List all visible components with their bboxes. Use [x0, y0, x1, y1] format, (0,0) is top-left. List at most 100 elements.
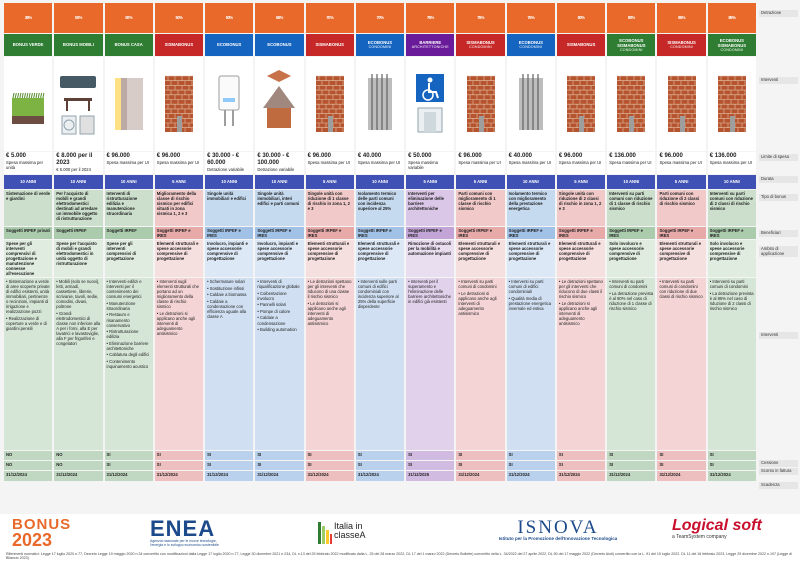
- credit-transfer: SI: [556, 451, 606, 461]
- spending-limit: € 30.000 - € 60.000 Detrazione variabile: [205, 152, 254, 174]
- bonus-name: ECOBONUS: [217, 42, 242, 48]
- row-label: Beneficiari: [759, 230, 798, 237]
- limit-amount: € 136.000: [609, 153, 636, 159]
- bonus-table: 36% 50% 50% 50% 50% 65% 70% 70% 75% 75% 75% 80% 80% 8…: [2, 2, 798, 514]
- deduction-percent: 75%: [456, 3, 505, 33]
- pictogram-cell: [255, 57, 304, 151]
- bonus-type: Isolamento termico con miglioramento del…: [506, 190, 555, 226]
- intervention-item: Grandi elettrodomestici di classe non in…: [56, 311, 100, 346]
- pictogram-cell: [556, 57, 606, 151]
- spending-limit: € 96.000 Spesa massima per UI: [556, 152, 606, 174]
- pictogram-cell: [154, 57, 204, 151]
- beneficiaries: Soggetti IRPEF e IRES: [456, 227, 505, 240]
- interventions-list: Interventi sugli elementi strutturali ch…: [154, 278, 204, 451]
- expiry-date: 31/12/2024: [355, 471, 405, 482]
- invoice-discount: SI: [104, 461, 153, 471]
- intervention-item: Interventi su parti comuni di edifici co…: [509, 279, 553, 294]
- bonus-word: BONUS: [12, 516, 72, 533]
- bonus-name: BARRIERE: [419, 40, 442, 46]
- deduction-percent: 65%: [255, 3, 304, 33]
- scope: Elementi strutturali e spese accessorie …: [154, 240, 204, 278]
- limit-note: Spesa massima per UI: [558, 160, 602, 166]
- footer: BONUS 2023 ENEA Agenzia nazionale per le…: [0, 514, 800, 569]
- invoice-discount: SI: [607, 461, 656, 471]
- italia-in-classe-a-logo: Italia in classeA: [318, 521, 366, 549]
- bonus-subtitle: CONDOMINI: [720, 47, 744, 52]
- interventions-list: Interventi per il superamento e l'elimin…: [406, 278, 455, 451]
- intervention-item: Qualità media di prestazione energetica …: [509, 296, 553, 311]
- scope: Elementi strutturali e spese accessorie …: [657, 240, 706, 278]
- credit-transfer: SI: [657, 451, 706, 461]
- expiry-date: 31/12/2024: [104, 471, 153, 482]
- interventions-list: Interventi di riqualificazione globale Co…: [255, 278, 304, 451]
- interventions-list: Interventi su parti comuni di edifici co…: [506, 278, 555, 451]
- intervention-item: Eliminazione barriere architettoniche: [107, 341, 151, 351]
- limit-note: Spesa massima per unità: [6, 160, 44, 171]
- intervention-item: Interventi sugli elementi strutturali ch…: [157, 279, 201, 309]
- beneficiaries: Soggetti IRPEF privati: [4, 227, 53, 240]
- bonus-name: SISMABONUS: [466, 40, 495, 46]
- duration-badge: 5 ANNI: [406, 175, 455, 189]
- interventions-list: Interventi edilizi e interventi per il c…: [104, 278, 153, 451]
- limit-amount: € 30.000 - € 60.000: [207, 153, 240, 167]
- intervention-item: Schermature solari: [207, 279, 251, 284]
- intervention-item: La detrazione prevista è al 85% nel caso…: [710, 291, 754, 311]
- bonus-name-cell: BARRIERE ARCHITETTONICHE: [406, 34, 455, 56]
- beneficiaries: Soggetti IRPEF e IRES: [556, 227, 606, 240]
- credit-transfer: SI: [506, 451, 555, 461]
- expiry-date: 31/12/2024: [154, 471, 204, 482]
- deduction-percent: 50%: [104, 3, 153, 33]
- beneficiaries: Soggetti IRPEF e IRES: [506, 227, 555, 240]
- credit-transfer: NO: [54, 451, 103, 461]
- limit-amount: € 96.000: [307, 153, 331, 159]
- pictogram-cell: [506, 57, 555, 151]
- bonus-name: SISMABONUS: [164, 42, 194, 48]
- scope: Elementi strutturali e spese accessorie …: [556, 240, 606, 278]
- spending-limit: € 40.000 Spesa massima per UI: [355, 152, 405, 174]
- pictogram-cell: [54, 57, 103, 151]
- scope: Elementi strutturali e spese accessorie …: [305, 240, 354, 278]
- pictogram-cell: [305, 57, 354, 151]
- intervention-item: Le detrazioni spettano per gli intervent…: [308, 279, 352, 299]
- spending-limit: € 96.000 Spesa massima per UI: [154, 152, 204, 174]
- bonus-name-cell: ECOBONUS SISMABONUS CONDOMINI: [607, 34, 656, 56]
- intervention-pictogram-icon: [60, 76, 97, 135]
- spending-limit: € 136.000 Spesa massima per UI: [707, 152, 756, 174]
- bonus-type: Interventi per eliminazione delle barrie…: [406, 190, 455, 226]
- bonus-name-cell: SISMABONUS: [305, 34, 354, 56]
- bonus-type: Parti comuni con miglioramento di 1 clas…: [456, 190, 505, 226]
- limit-amount: € 40.000: [357, 153, 382, 159]
- beneficiaries: Soggetti IRPEF e IRES: [255, 227, 304, 240]
- limit-amount: € 50.000: [408, 153, 432, 159]
- invoice-discount: SI: [255, 461, 304, 471]
- intervention-pictogram-icon: [416, 74, 445, 133]
- enea-logo: ENEA Agenzia nazionale per le nuove tecn…: [150, 518, 230, 548]
- interventions-list: Interventi su parti comuni di condomini L…: [607, 278, 656, 451]
- duration-badge: 10 ANNI: [607, 175, 656, 189]
- intervention-pictogram-icon: [617, 75, 646, 133]
- intervention-item: Interventi su parti comuni di condomini …: [659, 279, 703, 299]
- intervention-item: Le detrazioni si applicano anche agli in…: [458, 291, 502, 316]
- intervention-pictogram-icon: [717, 75, 746, 133]
- bonus-name-cell: ECOBONUS SISMABONUS CONDOMINI: [707, 34, 756, 56]
- credit-transfer: SI: [707, 451, 756, 461]
- bonus-name-cell: ECOBONUS: [205, 34, 254, 56]
- interventions-list: Interventi su parti comuni di condomini …: [657, 278, 706, 451]
- pictogram-cell: [205, 57, 254, 151]
- duration-badge: 10 ANNI: [355, 175, 405, 189]
- limit-amount: € 30.000 - € 100.000: [257, 153, 290, 167]
- row-label: Detrazione: [759, 10, 798, 17]
- invoice-discount: SI: [406, 461, 455, 471]
- expiry-date: 31/12/2024: [54, 471, 103, 482]
- duration-badge: 5 ANNI: [657, 175, 706, 189]
- duration-badge: 5 ANNI: [154, 175, 204, 189]
- spending-limit: € 50.000 Spesa massima variabile: [406, 152, 455, 174]
- pictogram-cell: [456, 57, 505, 151]
- italia-text: Italia in classeA: [334, 521, 366, 541]
- scope: Spese per gli interventi comprensivi di …: [104, 240, 153, 278]
- row-label: Sconto in fattura: [759, 468, 798, 475]
- intervention-item: Le detrazioni spettano per gli intervent…: [559, 279, 603, 299]
- isnova-desc: Istituto per la Promozione dell'Innovazi…: [498, 536, 618, 541]
- logical-name: Logical soft: [672, 517, 762, 534]
- intervention-item: Cablatura degli edifici: [107, 352, 151, 357]
